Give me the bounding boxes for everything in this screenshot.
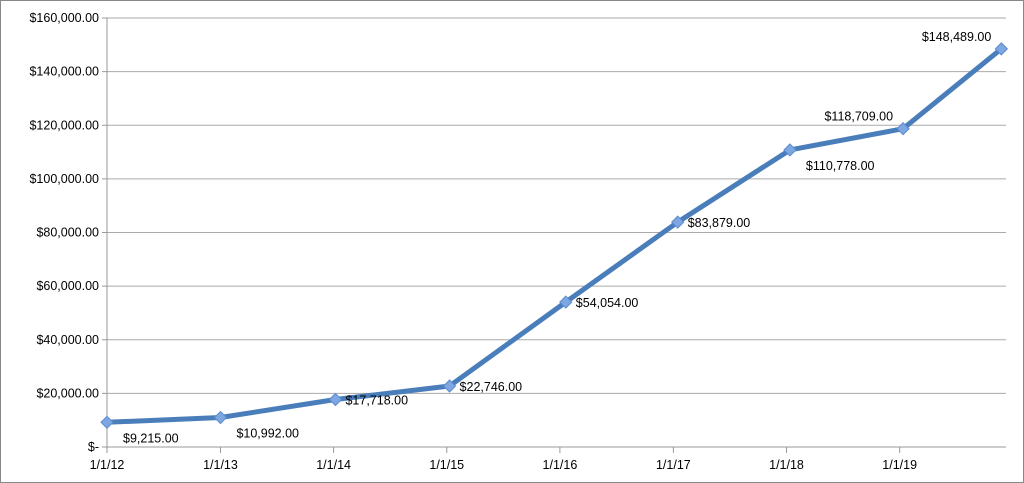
data-point-marker [994, 42, 1009, 56]
y-tick-label: $40,000.00 [36, 333, 99, 347]
x-tick-label: 1/1/13 [203, 458, 238, 472]
y-tick-label: $80,000.00 [36, 226, 99, 240]
data-point-marker [783, 143, 797, 157]
x-tick-label: 1/1/18 [769, 458, 804, 472]
y-tick-label: $100,000.00 [29, 172, 99, 186]
data-point-marker [671, 215, 685, 229]
data-label: $10,992.00 [236, 427, 299, 441]
x-tick-label: 1/1/12 [90, 458, 125, 472]
data-point-marker [328, 392, 343, 407]
data-point-marker [213, 410, 228, 425]
series-line [106, 46, 1003, 425]
x-tick-label: 1/1/16 [543, 458, 578, 472]
data-label: $17,718.00 [345, 393, 408, 407]
data-label: $22,746.00 [460, 380, 523, 394]
y-tick-label: $20,000.00 [36, 386, 99, 400]
data-label: $110,778.00 [806, 159, 875, 173]
data-label: $9,215.00 [123, 431, 179, 445]
x-tick-label: 1/1/19 [882, 458, 917, 472]
data-point-marker [100, 415, 114, 429]
data-label: $148,489.00 [922, 30, 992, 44]
y-tick-label: $- [88, 440, 99, 454]
x-tick-label: 1/1/17 [656, 458, 691, 472]
x-tick-label: 1/1/15 [429, 458, 464, 472]
data-point-marker [442, 379, 457, 393]
data-label: $83,879.00 [688, 216, 751, 230]
data-label: $118,709.00 [824, 110, 893, 124]
x-tick-label: 1/1/14 [316, 458, 351, 472]
data-point-marker [559, 295, 573, 309]
data-label: $54,054.00 [576, 296, 639, 310]
y-tick-label: $120,000.00 [29, 118, 99, 132]
y-tick-label: $140,000.00 [29, 65, 99, 79]
y-tick-label: $60,000.00 [36, 279, 99, 293]
y-tick-label: $160,000.00 [29, 11, 99, 25]
data-point-marker [896, 122, 910, 136]
